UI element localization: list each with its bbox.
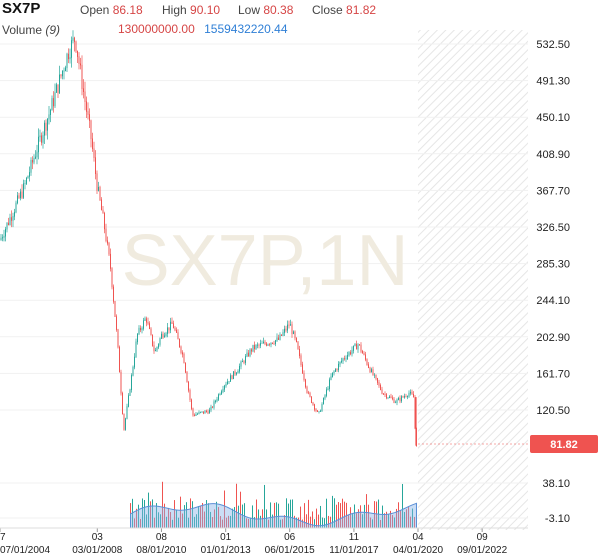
volume-title: Volume (9) bbox=[2, 23, 60, 37]
close-value: 81.82 bbox=[346, 3, 377, 17]
ohlc-open: Open 86.18 bbox=[80, 3, 143, 17]
open-value: 86.18 bbox=[112, 3, 143, 17]
volume-ma-area bbox=[129, 502, 417, 529]
time-tick-short: 01 bbox=[220, 532, 232, 543]
price-tick-label: 202.90 bbox=[536, 332, 570, 344]
symbol-title: SX7P bbox=[2, 0, 41, 17]
volume-bars bbox=[129, 481, 417, 529]
grid-lines bbox=[0, 43, 528, 519]
price-tick-label: 161.70 bbox=[536, 368, 570, 380]
price-tick-label: 491.30 bbox=[536, 76, 570, 88]
price-tick-label: 450.10 bbox=[536, 112, 570, 124]
price-axis: 532.50 491.30 450.10 408.90 367.70 326.50 285.… bbox=[536, 39, 570, 417]
price-tick-label: 285.30 bbox=[536, 259, 570, 271]
volume-period: (9) bbox=[45, 23, 61, 37]
volume-tick-label: 38.10 bbox=[542, 478, 570, 490]
high-value: 90.10 bbox=[190, 3, 221, 17]
price-tick-label: 326.50 bbox=[536, 222, 570, 234]
price-tick-label: 532.50 bbox=[536, 39, 570, 51]
time-tick-short: 04 bbox=[412, 532, 424, 543]
time-tick-label: 03/01/2008 bbox=[72, 545, 122, 556]
volume-label: Volume bbox=[2, 23, 43, 37]
volume-axis: 38.10 -3.10 bbox=[542, 478, 570, 525]
time-tick-short: 06 bbox=[284, 532, 296, 543]
time-tick-label: 01/01/2013 bbox=[201, 545, 251, 556]
time-tick-short: 07 bbox=[0, 532, 6, 543]
time-tick-label: 04/01/2020 bbox=[393, 545, 443, 556]
candles bbox=[0, 30, 417, 447]
high-label: High bbox=[162, 3, 187, 17]
last-price-tag: 81.82 bbox=[418, 435, 598, 453]
price-tick-label: 120.50 bbox=[536, 405, 570, 417]
volume-values: 130000000.00 1559432220.44 bbox=[118, 22, 288, 36]
ohlc-high: High 90.10 bbox=[162, 3, 220, 17]
time-axis: 07 07/01/2004 03 03/01/2008 08 08/01/2010 01 01… bbox=[0, 527, 528, 556]
time-tick-label: 06/01/2015 bbox=[265, 545, 315, 556]
time-tick-label: 08/01/2010 bbox=[136, 545, 186, 556]
watermark: SX7P,1N bbox=[122, 221, 409, 301]
price-tick-label: 408.90 bbox=[536, 149, 570, 161]
time-tick-short: 09 bbox=[477, 532, 489, 543]
low-value: 80.38 bbox=[263, 3, 294, 17]
open-label: Open bbox=[80, 3, 110, 17]
time-tick-short: 03 bbox=[92, 532, 104, 543]
volume-tick-label: -3.10 bbox=[545, 513, 570, 525]
close-label: Close bbox=[312, 3, 343, 17]
time-tick-label: 11/01/2017 bbox=[329, 545, 379, 556]
time-tick-short: 08 bbox=[156, 532, 168, 543]
last-price-box bbox=[530, 435, 598, 453]
volume-ma-value: 1559432220.44 bbox=[204, 22, 288, 36]
future-hatch-area bbox=[418, 30, 528, 530]
time-tick-label: 07/01/2004 bbox=[0, 545, 50, 556]
ohlc-low: Low 80.38 bbox=[238, 3, 293, 17]
time-tick-label: 09/01/2022 bbox=[457, 545, 507, 556]
ohlc-close: Close 81.82 bbox=[312, 3, 376, 17]
price-tick-label: 244.10 bbox=[536, 295, 570, 307]
last-price-value: 81.82 bbox=[550, 439, 578, 451]
price-tick-label: 367.70 bbox=[536, 185, 570, 197]
low-label: Low bbox=[238, 3, 261, 17]
time-tick-short: 11 bbox=[349, 532, 360, 543]
volume-value: 130000000.00 bbox=[118, 22, 195, 36]
